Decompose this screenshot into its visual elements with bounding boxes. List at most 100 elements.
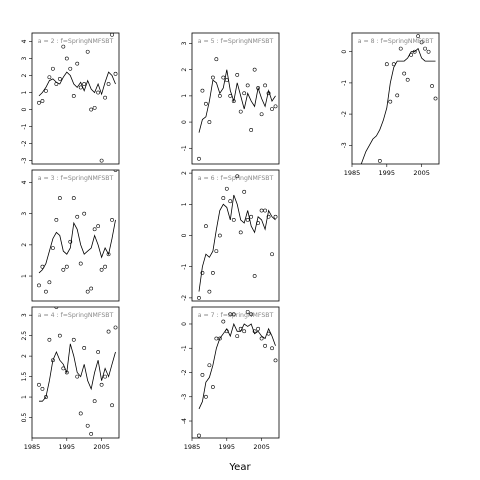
data-point [207, 120, 212, 124]
data-point [245, 83, 250, 88]
data-point [78, 411, 83, 416]
y-tick-label: -4 [181, 418, 188, 424]
y-tick-label: -2 [181, 295, 188, 301]
y-tick-label: 1 [21, 274, 28, 278]
data-point [71, 94, 76, 98]
plot-area [197, 174, 278, 300]
data-point [64, 56, 69, 61]
y-tick-label: -3 [21, 157, 28, 163]
plot-area [197, 309, 278, 438]
data-point [266, 91, 271, 96]
y-tick-label: 1 [181, 202, 188, 206]
data-point [85, 49, 90, 54]
data-point [110, 33, 114, 37]
data-point [221, 75, 226, 80]
data-point [221, 196, 226, 200]
data-point [391, 62, 396, 67]
data-point [92, 399, 97, 404]
fit-line [360, 47, 436, 164]
data-point [238, 230, 243, 235]
x-tick-label: 2005 [253, 443, 270, 451]
data-point [238, 326, 243, 331]
data-point [96, 224, 101, 229]
data-point [228, 93, 233, 98]
data-point [228, 199, 233, 204]
data-point [242, 189, 247, 194]
y-tick-label: -3 [341, 142, 348, 148]
panel-label: a = 4 : f=SpringNMFSBT [38, 312, 114, 319]
data-point [224, 78, 229, 83]
y-tick-label: 2 [21, 354, 28, 358]
data-point [40, 386, 45, 391]
y-tick-label: 0 [21, 107, 28, 111]
x-axis-label: Year [228, 462, 251, 473]
data-point [416, 34, 421, 39]
data-point [214, 336, 219, 341]
data-point [106, 252, 111, 257]
data-point [419, 40, 424, 45]
y-tick-label: -1 [341, 80, 348, 86]
data-point [92, 227, 97, 232]
y-tick-label: 1.5 [21, 372, 28, 382]
y-tick-label: 3 [21, 56, 28, 60]
data-point [270, 252, 274, 257]
data-point [68, 239, 73, 244]
data-point [433, 96, 438, 101]
data-point [200, 373, 205, 377]
data-point [402, 71, 407, 76]
data-point [266, 331, 271, 336]
data-point [231, 218, 236, 222]
plot-area [37, 33, 118, 163]
data-point [388, 99, 393, 104]
panel-7: a = 7 : f=SpringNMFSBT -4 -3 -2 -1 0 1985 1995 2… [181, 306, 280, 451]
data-point [249, 128, 254, 132]
x-tick-label: 1995 [59, 443, 76, 451]
data-point [37, 100, 41, 105]
data-point [405, 77, 410, 82]
data-point [273, 214, 278, 219]
data-point [197, 156, 201, 161]
y-tick-label: 1 [21, 395, 28, 399]
data-point [89, 107, 94, 112]
data-point [92, 105, 97, 110]
data-point [384, 62, 389, 67]
data-point [110, 218, 114, 222]
data-point [210, 271, 215, 275]
data-point [235, 334, 240, 339]
data-point [200, 88, 205, 93]
fit-line [198, 322, 276, 410]
panel-4: a = 4 : f=SpringNMFSBT 0.5 1 1.5 2 2.5 3 1985 19… [21, 306, 120, 451]
data-point [263, 208, 267, 213]
panel-label: a = 2 : f=SpringNMFSBT [38, 38, 114, 45]
plot-area [360, 34, 438, 164]
data-point [37, 283, 41, 288]
data-point [210, 385, 215, 389]
data-point [50, 358, 55, 363]
data-point [44, 395, 48, 399]
data-point [238, 109, 243, 114]
y-tick-label: -2 [21, 140, 28, 146]
data-point [266, 214, 271, 219]
data-point [75, 61, 80, 66]
panel-label: a = 7 : f=SpringNMFSBT [198, 312, 274, 319]
data-point [430, 84, 434, 88]
data-point [40, 264, 45, 269]
data-point [204, 224, 208, 229]
data-point [47, 75, 52, 80]
y-tick-label: 1 [181, 94, 188, 98]
data-point [110, 403, 114, 408]
y-tick-label: 2 [21, 243, 28, 247]
panel-5: a = 5 : f=SpringNMFSBT -1 0 1 2 3 [181, 32, 280, 165]
x-tick-label: 1995 [379, 169, 396, 177]
data-point [78, 85, 83, 90]
y-tick-label: 4 [21, 39, 28, 43]
data-point [61, 44, 66, 49]
y-tick-label: 2.5 [21, 331, 28, 341]
data-point [71, 337, 76, 342]
data-point [217, 93, 222, 98]
x-tick-label: 1985 [24, 443, 41, 451]
data-point [207, 289, 212, 294]
data-point [242, 329, 247, 334]
panel-frame [191, 32, 280, 165]
panel-frame [31, 32, 120, 165]
